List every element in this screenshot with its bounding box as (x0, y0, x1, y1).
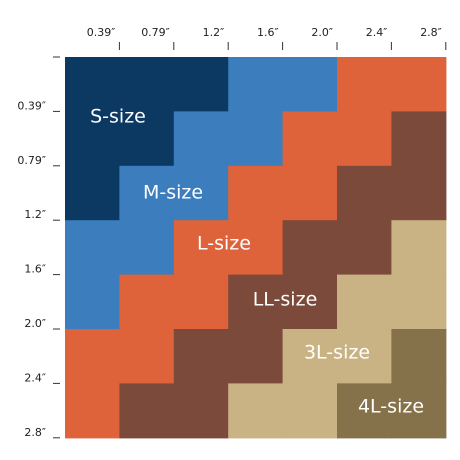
size-cell (391, 274, 447, 330)
x-tick-label: 1.2″ (203, 26, 225, 39)
size-label: S-size (90, 106, 146, 128)
y-tick-label: 2.4″ (24, 371, 46, 384)
size-cell (173, 165, 229, 221)
size-cell (65, 274, 120, 330)
size-label: 3L-size (304, 342, 370, 364)
size-cell (173, 274, 229, 330)
y-tick-label: 1.2″ (24, 208, 46, 221)
size-cell (173, 383, 229, 439)
y-tick-label: 2.0″ (24, 317, 46, 330)
size-cell (282, 165, 338, 221)
x-tick-label: 0.79″ (141, 26, 170, 39)
size-cell (282, 383, 338, 439)
y-tick-label: 0.39″ (17, 99, 46, 112)
size-cell (391, 165, 447, 221)
x-tick-label: 2.0″ (311, 26, 333, 39)
size-cell (282, 274, 338, 330)
size-cell (173, 220, 229, 276)
size-cell (65, 165, 120, 221)
size-cell (119, 383, 175, 439)
x-tick-label: 2.4″ (366, 26, 388, 39)
size-cell (173, 329, 229, 384)
size-cell (391, 383, 447, 439)
size-cell (337, 165, 392, 221)
size-cell (337, 57, 392, 112)
size-cell (119, 111, 175, 167)
x-tick-label: 1.6″ (257, 26, 279, 39)
size-cell (391, 57, 447, 112)
size-cell (282, 57, 338, 112)
size-label: LL-size (253, 289, 318, 311)
y-tick-label: 0.79″ (17, 154, 46, 167)
size-cell (119, 165, 175, 221)
size-cell (282, 329, 338, 384)
size-cell (228, 383, 284, 439)
size-cell (391, 329, 447, 384)
size-cell (65, 57, 120, 112)
x-tick-label: 2.8″ (420, 26, 442, 39)
size-cell (337, 383, 392, 439)
size-cell (119, 220, 175, 276)
size-label: L-size (197, 233, 251, 255)
size-cell (282, 220, 338, 276)
size-cell (391, 111, 447, 167)
size-cell (337, 329, 392, 384)
x-tick-label: 0.39″ (87, 26, 116, 39)
size-cell (228, 165, 284, 221)
size-cell (337, 220, 392, 276)
size-label: 4L-size (358, 396, 424, 418)
size-cell (228, 111, 284, 167)
size-cell (173, 57, 229, 112)
size-cell (391, 220, 447, 276)
size-cell (119, 57, 175, 112)
y-tick-label: 2.8″ (24, 426, 46, 439)
size-cell (65, 329, 120, 384)
size-label: M-size (143, 182, 203, 204)
size-cell (65, 111, 120, 167)
size-cell (228, 220, 284, 276)
size-cell (228, 57, 284, 112)
size-cell (65, 383, 120, 439)
size-cell (282, 111, 338, 167)
size-cell (119, 329, 175, 384)
size-cell (228, 274, 284, 330)
size-cell (337, 111, 392, 167)
size-cell (119, 274, 175, 330)
size-cell (337, 274, 392, 330)
size-cell (173, 111, 229, 167)
size-cell (228, 329, 284, 384)
y-tick-label: 1.6″ (24, 263, 46, 276)
size-cell (65, 220, 120, 276)
